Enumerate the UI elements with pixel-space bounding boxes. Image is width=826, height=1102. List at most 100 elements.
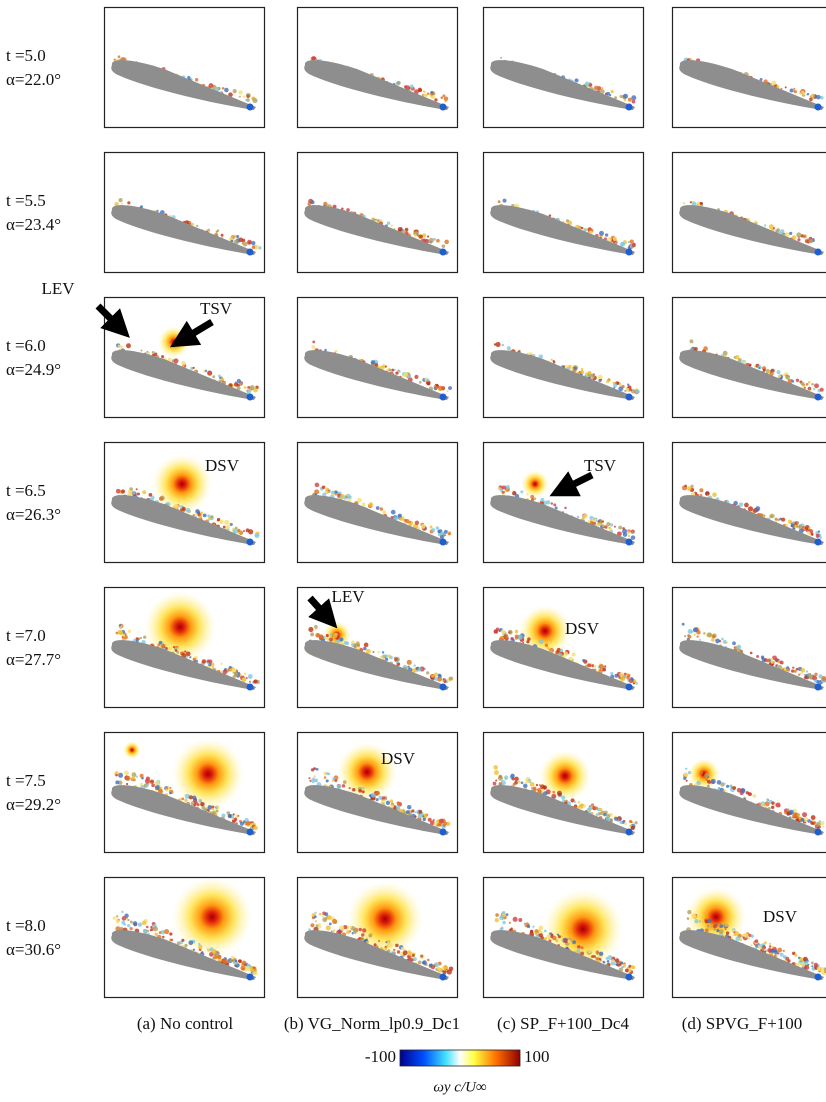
vorticity-speck (632, 100, 636, 104)
vorticity-speck (794, 90, 797, 93)
vorticity-speck (809, 239, 814, 244)
vorticity-speck (372, 651, 374, 653)
vorticity-speck (349, 787, 351, 789)
vorticity-speck (403, 950, 408, 955)
vorticity-speck (327, 915, 332, 920)
vorticity-speck (566, 219, 569, 222)
vorticity-speck (732, 786, 736, 790)
vorticity-speck (218, 375, 221, 378)
vorticity-speck (553, 503, 556, 506)
vorticity-speck (494, 629, 498, 633)
vorticity-speck (418, 810, 422, 814)
flow-panel (673, 298, 826, 418)
colorbar-label: ωy c/U∞ (433, 1079, 487, 1095)
trailing-vortex (815, 684, 822, 691)
vorticity-speck (390, 799, 393, 802)
vorticity-speck (404, 85, 407, 88)
vorticity-speck (732, 929, 735, 932)
flow-panel (484, 588, 644, 708)
vorticity-speck (140, 774, 144, 778)
row-time-label: t =7.5 (6, 771, 46, 790)
vorticity-speck (811, 965, 813, 967)
vorticity-speck (755, 506, 760, 511)
vorticity-speck (357, 644, 360, 647)
vorticity-speck (208, 805, 213, 810)
vorticity-speck (222, 87, 225, 90)
vorticity-speck (449, 967, 454, 972)
vorticity-speck (808, 387, 812, 391)
trailing-vortex (815, 249, 822, 256)
vorticity-speck (422, 960, 427, 965)
vorticity-speck (814, 679, 817, 682)
vorticity-speck (568, 940, 571, 943)
vorticity-speck (818, 530, 820, 532)
vorticity-speck (427, 92, 429, 94)
vorticity-speck (127, 201, 130, 204)
vorticity-speck (362, 928, 366, 932)
vorticity-speck (499, 775, 502, 778)
vorticity-speck (746, 791, 749, 794)
trailing-vortex (626, 829, 633, 836)
vorticity-speck (581, 227, 583, 229)
trailing-vortex (815, 829, 822, 836)
vorticity-speck (527, 637, 530, 640)
vorticity-speck (599, 231, 604, 236)
vortex (521, 470, 549, 498)
vorticity-speck (154, 933, 158, 937)
vorticity-speck (770, 658, 773, 661)
vorticity-speck (388, 369, 391, 372)
vorticity-speck (119, 624, 121, 626)
vorticity-speck (220, 663, 222, 665)
vorticity-speck (407, 950, 411, 954)
trailing-vortex (626, 684, 633, 691)
vorticity-speck (797, 238, 800, 241)
vorticity-speck (203, 513, 207, 517)
flow-panel (484, 733, 644, 853)
trailing-vortex (626, 104, 633, 111)
vorticity-speck (577, 945, 581, 949)
vorticity-speck (616, 963, 619, 966)
vorticity-speck (349, 496, 352, 499)
vorticity-speck (149, 493, 153, 497)
vorticity-speck (711, 779, 716, 784)
vorticity-speck (572, 940, 576, 944)
vorticity-speck (691, 913, 696, 918)
row-angle-label: α=29.2° (6, 795, 61, 814)
vorticity-speck (146, 926, 149, 929)
vorticity-speck (146, 784, 149, 787)
vorticity-speck (182, 507, 186, 511)
vorticity-speck (138, 922, 142, 926)
flow-panel (298, 153, 458, 273)
vorticity-speck (314, 912, 316, 914)
vorticity-speck (493, 782, 497, 786)
vorticity-speck (444, 680, 447, 683)
vorticity-speck (502, 921, 506, 925)
vorticity-speck (407, 375, 410, 378)
vorticity-speck (168, 357, 171, 360)
vorticity-speck (224, 88, 229, 93)
row-angle-label: α=27.7° (6, 650, 61, 669)
vorticity-speck (412, 954, 415, 957)
vorticity-speck (410, 85, 414, 89)
vorticity-speck (252, 245, 256, 249)
vorticity-speck (499, 915, 504, 920)
vorticity-speck (726, 931, 729, 934)
vorticity-speck (423, 90, 425, 92)
vorticity-speck (244, 964, 246, 966)
vorticity-speck (243, 530, 245, 532)
vorticity-speck (693, 627, 698, 632)
vorticity-speck (332, 780, 334, 782)
row-angle-label: α=23.4° (6, 215, 61, 234)
vorticity-speck (246, 95, 249, 98)
vorticity-speck (140, 783, 143, 786)
vorticity-speck (532, 926, 534, 928)
vorticity-speck (236, 235, 239, 238)
vorticity-speck (186, 508, 191, 513)
vorticity-speck (570, 798, 574, 802)
vorticity-speck (747, 937, 750, 940)
vorticity-speck (155, 781, 160, 786)
flow-panel (298, 733, 458, 853)
trailing-vortex (440, 104, 447, 111)
vorticity-speck (577, 516, 580, 519)
vorticity-speck (181, 798, 184, 801)
